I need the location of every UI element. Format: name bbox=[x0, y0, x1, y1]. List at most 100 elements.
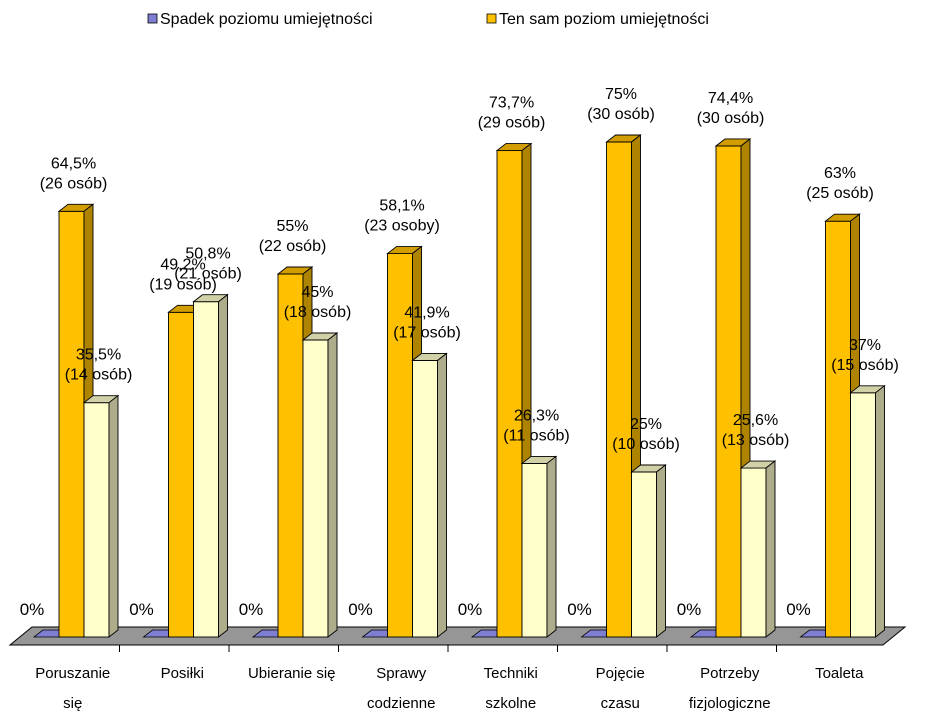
data-label-line: 64,5% bbox=[51, 155, 96, 172]
data-label-line: 37% bbox=[849, 337, 881, 354]
bar bbox=[714, 138, 752, 638]
data-label: 37% (15 osób) bbox=[831, 337, 899, 374]
category-label: Toaleta bbox=[815, 665, 864, 682]
data-label-line: (23 osoby) bbox=[364, 218, 440, 235]
data-label-line: (14 osób) bbox=[65, 367, 133, 384]
data-label-line: 0% bbox=[20, 600, 45, 619]
data-label-line: (15 osób) bbox=[831, 357, 899, 374]
bar-front bbox=[83, 402, 110, 638]
data-labels: 0% 64,5% (26 osób) 35,5% (14 osób) 0% 49,2% (19… bbox=[20, 86, 899, 619]
data-label-line: (26 osób) bbox=[40, 175, 108, 192]
data-label: 74,4% (30 osób) bbox=[697, 90, 765, 127]
data-label: 73,7% (29 osób) bbox=[478, 95, 546, 132]
data-label-line: (22 osób) bbox=[259, 238, 327, 255]
data-label-line: 63% bbox=[824, 165, 856, 182]
category-label: Poruszanie się bbox=[35, 665, 110, 712]
bar-side bbox=[327, 332, 338, 638]
category-label-line: fizjologiczne bbox=[689, 695, 771, 712]
category-label: Techniki szkolne bbox=[484, 665, 538, 712]
data-label: 0% bbox=[567, 600, 592, 619]
floor-plane bbox=[8, 626, 907, 646]
data-label-line: 58,1% bbox=[379, 198, 424, 215]
data-label-line: 0% bbox=[567, 600, 592, 619]
legend-label: Spadek poziomu umiejętności bbox=[160, 11, 373, 28]
bar-front bbox=[715, 145, 742, 638]
data-label-line: (30 osób) bbox=[697, 110, 765, 127]
bar-front bbox=[521, 462, 548, 638]
data-label-line: (13 osób) bbox=[722, 432, 790, 449]
category-axis: Poruszanie się Posiłki Ubieranie się Sprawy c… bbox=[35, 645, 864, 712]
data-label-line: 73,7% bbox=[489, 95, 534, 112]
data-label: 0% bbox=[458, 600, 483, 619]
bar-side bbox=[765, 460, 776, 638]
category-label: Potrzeby fizjologiczne bbox=[689, 665, 771, 712]
data-label-line: 50,8% bbox=[185, 246, 230, 263]
data-label-line: (18 osób) bbox=[284, 304, 352, 321]
data-label-line: 0% bbox=[129, 600, 154, 619]
category-label-line: się bbox=[63, 695, 82, 712]
bar bbox=[849, 384, 886, 638]
data-label-line: 0% bbox=[786, 600, 811, 619]
data-label: 50,8% (21 osób) bbox=[174, 246, 242, 283]
bar-side bbox=[875, 384, 885, 638]
data-label: 25,6% (13 osób) bbox=[722, 412, 790, 449]
bar-side bbox=[437, 352, 447, 638]
data-label: 41,9% (17 osób) bbox=[393, 304, 461, 341]
data-label: 0% bbox=[677, 600, 702, 619]
bar bbox=[301, 332, 339, 638]
category-label-line: Ubieranie się bbox=[248, 665, 336, 682]
legend-label: Ten sam poziom umiejętności bbox=[499, 11, 709, 28]
legend: Spadek poziomu umiejętności Ten sam pozio… bbox=[147, 11, 709, 28]
data-label-line: 49,2% bbox=[160, 256, 205, 273]
data-label: 75% (30 osób) bbox=[587, 86, 655, 123]
data-label: 0% bbox=[348, 600, 373, 619]
data-label-line: 75% bbox=[605, 86, 637, 103]
category-label: Sprawy codzienne bbox=[367, 665, 435, 712]
bar-front bbox=[277, 273, 304, 638]
category-label-line: Poruszanie bbox=[35, 665, 110, 682]
bar bbox=[411, 352, 448, 638]
data-label-line: 0% bbox=[677, 600, 702, 619]
data-label: 0% bbox=[239, 600, 264, 619]
data-label-line: 55% bbox=[276, 218, 308, 235]
data-label-line: 25,6% bbox=[733, 412, 778, 429]
category-label-line: Toaleta bbox=[815, 665, 864, 682]
bar-side bbox=[218, 293, 228, 638]
bars bbox=[32, 134, 886, 638]
data-label-line: 26,3% bbox=[514, 407, 559, 424]
data-label: 0% bbox=[129, 600, 154, 619]
data-label-line: 0% bbox=[348, 600, 373, 619]
data-label-line: 25% bbox=[630, 416, 662, 433]
category-label: Pojęcie czasu bbox=[596, 665, 645, 712]
legend-swatch bbox=[147, 13, 158, 24]
data-label: 25% (10 osób) bbox=[612, 416, 680, 453]
category-label-line: czasu bbox=[601, 695, 640, 712]
bar-front bbox=[740, 467, 767, 638]
data-label: 55% (22 osób) bbox=[259, 218, 327, 255]
data-label: 35,5% (14 osób) bbox=[65, 347, 133, 384]
bar-front bbox=[631, 471, 657, 638]
data-label-line: 41,9% bbox=[404, 304, 449, 321]
bar-front bbox=[387, 253, 413, 638]
category-label-line: Sprawy bbox=[376, 665, 427, 682]
data-label-line: 45% bbox=[301, 284, 333, 301]
category-label: Ubieranie się bbox=[248, 665, 336, 682]
bar-side bbox=[656, 464, 666, 638]
category-label-line: Posiłki bbox=[161, 665, 204, 682]
data-label: 45% (18 osób) bbox=[284, 284, 352, 321]
data-label-line: (17 osób) bbox=[393, 324, 461, 341]
data-label-line: (19 osób) bbox=[149, 276, 217, 293]
data-label-line: 74,4% bbox=[708, 90, 753, 107]
bar-side bbox=[108, 394, 119, 638]
bar-front bbox=[496, 150, 523, 638]
bar-front bbox=[168, 311, 194, 638]
data-label-line: 0% bbox=[239, 600, 264, 619]
data-label: 0% bbox=[786, 600, 811, 619]
bar-front bbox=[606, 141, 632, 638]
data-label: 26,3% (11 osób) bbox=[503, 407, 569, 444]
data-label-line: (29 osób) bbox=[478, 115, 546, 132]
bar-front bbox=[302, 339, 329, 638]
data-label: 0% bbox=[20, 600, 45, 619]
bar bbox=[739, 460, 777, 638]
